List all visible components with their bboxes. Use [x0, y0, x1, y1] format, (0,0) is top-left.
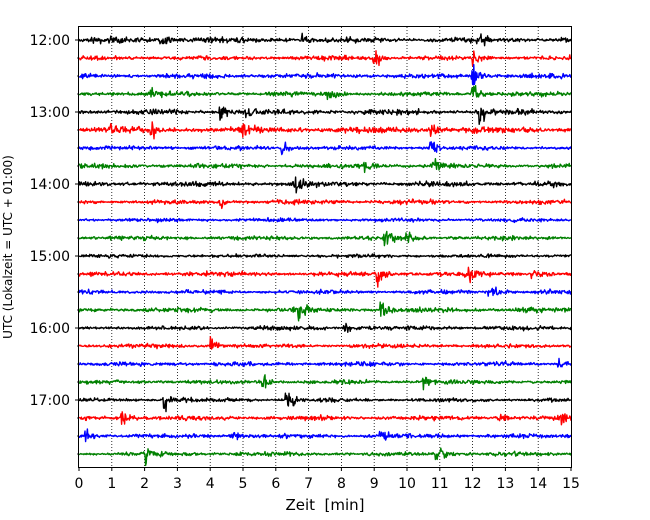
x-tick-label: 6 [271, 476, 280, 492]
y-tick-label: 14:00 [30, 177, 70, 193]
x-tick-label: 1 [107, 476, 116, 492]
x-tick-label: 11 [431, 476, 449, 492]
y-axis-label: UTC (Lokalzeit = UTC + 01:00) [1, 155, 15, 339]
x-tick-label: 15 [562, 476, 580, 492]
x-tick-label: 5 [239, 476, 248, 492]
x-tick-label: 14 [529, 476, 547, 492]
trace-1445 [78, 230, 572, 247]
trace-1615 [78, 335, 572, 350]
trace-1500 [78, 253, 572, 259]
x-tick-label: 2 [140, 476, 149, 492]
trace-1315 [78, 121, 572, 140]
x-tick-label: 9 [370, 476, 379, 492]
tick-layer: 0 1 2 3 4 5 6 7 8 9 10 11 12 13 14 1512:0013:0014:0015:… [30, 33, 580, 492]
trace-layer [78, 32, 572, 467]
trace-1645 [78, 374, 572, 391]
y-tick-label: 16:00 [30, 321, 70, 337]
plot-frame [78, 26, 572, 468]
x-tick-label: 10 [398, 476, 416, 492]
x-axis-label: Zeit [min] [285, 496, 364, 514]
trace-1745 [78, 447, 572, 467]
y-tick-label: 12:00 [30, 33, 70, 49]
trace-1730 [78, 428, 572, 443]
trace-1715 [78, 411, 572, 426]
trace-1300 [78, 106, 572, 126]
x-tick-label: 3 [173, 476, 182, 492]
y-tick-label: 13:00 [30, 105, 70, 121]
trace-1245 [78, 84, 572, 101]
x-tick-label: 0 [75, 476, 84, 492]
trace-1700 [78, 392, 572, 413]
trace-1600 [78, 322, 572, 333]
trace-1345 [78, 158, 572, 174]
x-tick-label: 8 [337, 476, 346, 492]
trace-1200 [78, 32, 572, 47]
trace-1545 [78, 301, 572, 322]
trace-1530 [78, 286, 572, 297]
x-tick-label: 13 [496, 476, 514, 492]
grid-layer [111, 27, 539, 467]
x-tick-label: 7 [304, 476, 313, 492]
trace-1515 [78, 266, 572, 288]
y-tick-label: 15:00 [30, 249, 70, 265]
trace-1330 [78, 141, 572, 156]
trace-1630 [78, 357, 572, 368]
trace-1430 [78, 216, 572, 224]
x-tick-label: 12 [464, 476, 482, 492]
trace-1230 [78, 64, 572, 86]
trace-1415 [78, 198, 572, 210]
trace-1400 [78, 176, 572, 194]
y-tick-label: 17:00 [30, 393, 70, 409]
trace-1215 [78, 50, 572, 67]
x-tick-label: 4 [206, 476, 215, 492]
